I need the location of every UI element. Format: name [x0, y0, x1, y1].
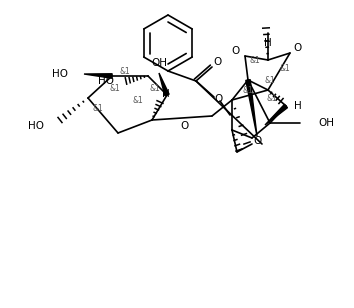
Text: O: O: [213, 57, 221, 67]
Polygon shape: [84, 74, 112, 78]
Text: O: O: [254, 136, 262, 146]
Text: &1: &1: [242, 86, 253, 95]
Text: HO: HO: [98, 76, 114, 86]
Text: &1: &1: [110, 83, 120, 92]
Text: OH: OH: [151, 58, 167, 68]
Polygon shape: [159, 73, 169, 96]
Text: HO: HO: [52, 69, 68, 79]
Text: O: O: [231, 46, 239, 56]
Text: OH: OH: [318, 118, 334, 128]
Polygon shape: [246, 80, 257, 136]
Text: HO: HO: [28, 121, 44, 131]
Text: H: H: [162, 89, 170, 99]
Text: &1: &1: [150, 83, 160, 92]
Text: &1: &1: [120, 67, 130, 75]
Text: &1: &1: [93, 103, 103, 112]
Text: O: O: [180, 121, 188, 131]
Text: &1: &1: [133, 95, 143, 104]
Text: O: O: [214, 94, 222, 104]
Text: &1: &1: [280, 63, 290, 72]
Text: O: O: [294, 43, 302, 53]
Text: &1: &1: [265, 75, 275, 84]
Text: H: H: [294, 101, 302, 111]
Text: H: H: [264, 38, 272, 48]
Text: &1: &1: [250, 55, 261, 64]
Text: &1: &1: [267, 94, 278, 103]
Polygon shape: [265, 104, 287, 125]
